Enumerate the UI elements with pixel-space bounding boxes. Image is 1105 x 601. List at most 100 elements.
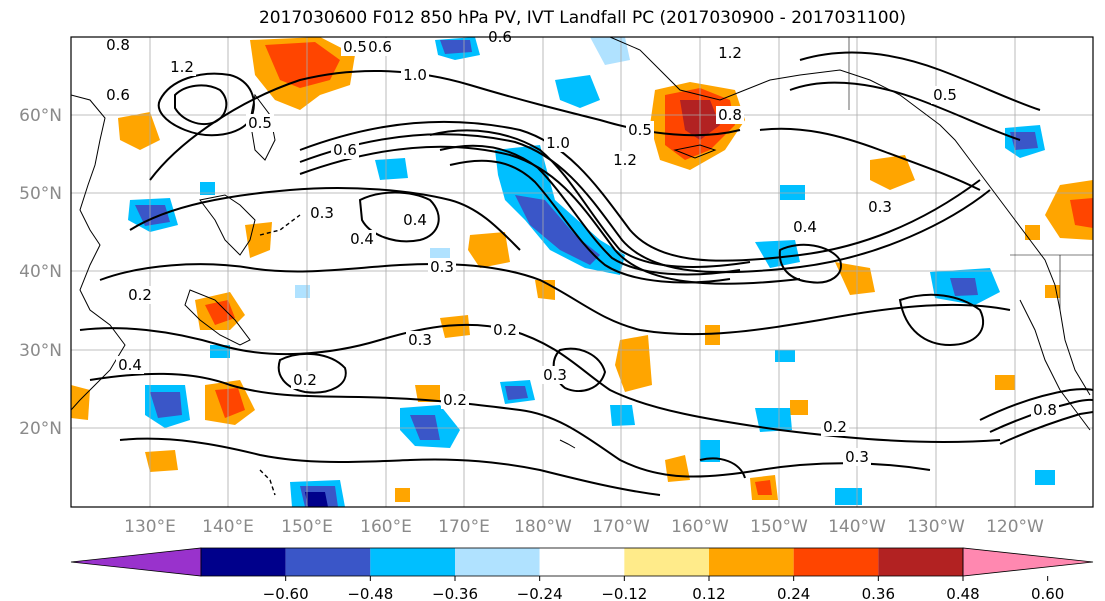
contour-label: 0.4 [403,211,427,229]
contour-label-bg [246,114,274,132]
lon-label-180w: 180°W [514,517,572,537]
contour-label: 0.2 [128,286,152,304]
colorbar-segment [709,548,794,576]
colorbar-tick-label: −0.48 [347,585,393,601]
contour-label-bg [366,38,394,56]
contour-label-bg [116,356,144,374]
contour-label-bg [348,230,376,248]
contour-label-bg [126,286,154,304]
colorbar-segment [624,548,709,576]
colorbar-segment [793,548,879,576]
contour-label-bg [341,38,369,56]
contour-label-bg [104,86,132,104]
colorbar-tick-label: 0.48 [946,585,979,601]
colorbar-tick-label: −0.36 [432,585,478,601]
lon-label-140e: 140°E [202,517,254,537]
borders [848,37,1093,310]
lat-label-40: 40°N [19,262,62,282]
contour-label: 0.3 [543,366,567,384]
plot-frame [70,36,1094,508]
contour-label: 0.3 [430,258,454,276]
contour-label: 0.6 [106,86,130,104]
contour-label: 0.5 [933,86,957,104]
contour-label: 0.6 [368,38,392,56]
contour-label: 0.3 [310,204,334,222]
contour-label-bg [716,44,744,62]
contour-label-bg [931,86,959,104]
contour-label: 0.2 [493,321,517,339]
lon-label-150w: 150°W [750,517,808,537]
colorbar-segment [201,548,286,576]
colorbar-extension-min [70,547,202,577]
colorbar-tick-label: −0.12 [601,585,647,601]
contour-label: 1.2 [718,44,742,62]
colorbar-frame [200,547,964,577]
lon-label-170e: 170°E [438,517,490,537]
contour-label-bg [544,134,572,152]
contour-label: 0.2 [823,418,847,436]
contour-label: 1.2 [613,151,637,169]
contour-label-bg [308,204,336,222]
contour-label: 1.2 [170,58,194,76]
contour-label: 0.8 [106,36,130,54]
contour-label-bg [626,121,654,139]
colorbar: −0.60 −0.48 −0.36 −0.24 −0.12 0.12 0.24 0.36 0.4… [70,547,1094,601]
contour-label: 0.3 [408,331,432,349]
contour-label: 0.2 [443,391,467,409]
lon-label-170w: 170°W [592,517,650,537]
contour-label: 1.0 [403,66,427,84]
colorbar-ticks: −0.60 −0.48 −0.36 −0.24 −0.12 0.12 0.24 0.36 0.4… [263,576,1064,601]
contour-label-bg [401,211,429,229]
contour-label-bg [611,151,639,169]
contour-label-bg [428,258,456,276]
contour-label: 0.3 [845,448,869,466]
map-title: 2017030600 F012 850 hPa PV, IVT Landfall… [258,8,906,28]
dashed-contours [259,214,301,496]
contour-label: 0.6 [333,141,357,159]
lon-label-130w: 130°W [907,517,965,537]
contour-label: 0.8 [1033,401,1057,419]
lon-label-160w: 160°W [671,517,729,537]
coastlines [71,37,1091,449]
contour-label-bg [291,371,319,389]
contour-label-bg [866,198,894,216]
contour-label-bg [716,106,744,124]
contour-label: 0.3 [868,198,892,216]
lat-label-50: 50°N [19,184,62,204]
contour-label: 0.2 [293,371,317,389]
contour-label-bg [401,66,429,84]
contour-label-bg [821,418,849,436]
contour-label-bg [331,141,359,159]
colorbar-segment [878,548,963,576]
contour-label-bg [843,448,871,466]
colorbar-tick-label: 0.12 [692,585,725,601]
colorbar-tick-label: 0.36 [862,585,895,601]
colorbar-segments [70,547,1094,577]
contour-label: 0.8 [718,106,742,124]
contour-label-group: 0.8 0.6 1.2 0.5 1.0 0.6 1.2 0.6 0.5 0.3 0.4 0.4 0.3 0… [104,28,1059,466]
contour-label: 0.5 [248,114,272,132]
contour-label: 0.5 [628,121,652,139]
contour-label: 0.4 [118,356,142,374]
lat-label-30: 30°N [19,341,62,361]
colorbar-segment [285,548,371,576]
colorbar-segment [370,548,455,576]
contour-label-bg [406,331,434,349]
contour-label: 0.4 [350,230,374,248]
pv-shading [71,37,1093,507]
colorbar-tick-label: −0.24 [517,585,563,601]
colorbar-segment [455,548,540,576]
contour-label-bg [791,218,819,236]
contour-label-bg [1031,401,1059,419]
contour-label: 1.0 [546,134,570,152]
colorbar-tick-label: 0.60 [1031,585,1064,601]
contour-label-bg [168,58,196,76]
latitude-labels: 60°N 50°N 40°N 30°N 20°N [19,106,62,439]
lon-label-140w: 140°W [828,517,886,537]
colorbar-extension-max [962,547,1094,577]
longitude-labels: 130°E 140°E 150°E 160°E 170°E 180°W 170°… [124,517,1044,537]
lat-label-60: 60°N [19,106,62,126]
lon-label-130e: 130°E [124,517,176,537]
lat-label-20: 20°N [19,419,62,439]
